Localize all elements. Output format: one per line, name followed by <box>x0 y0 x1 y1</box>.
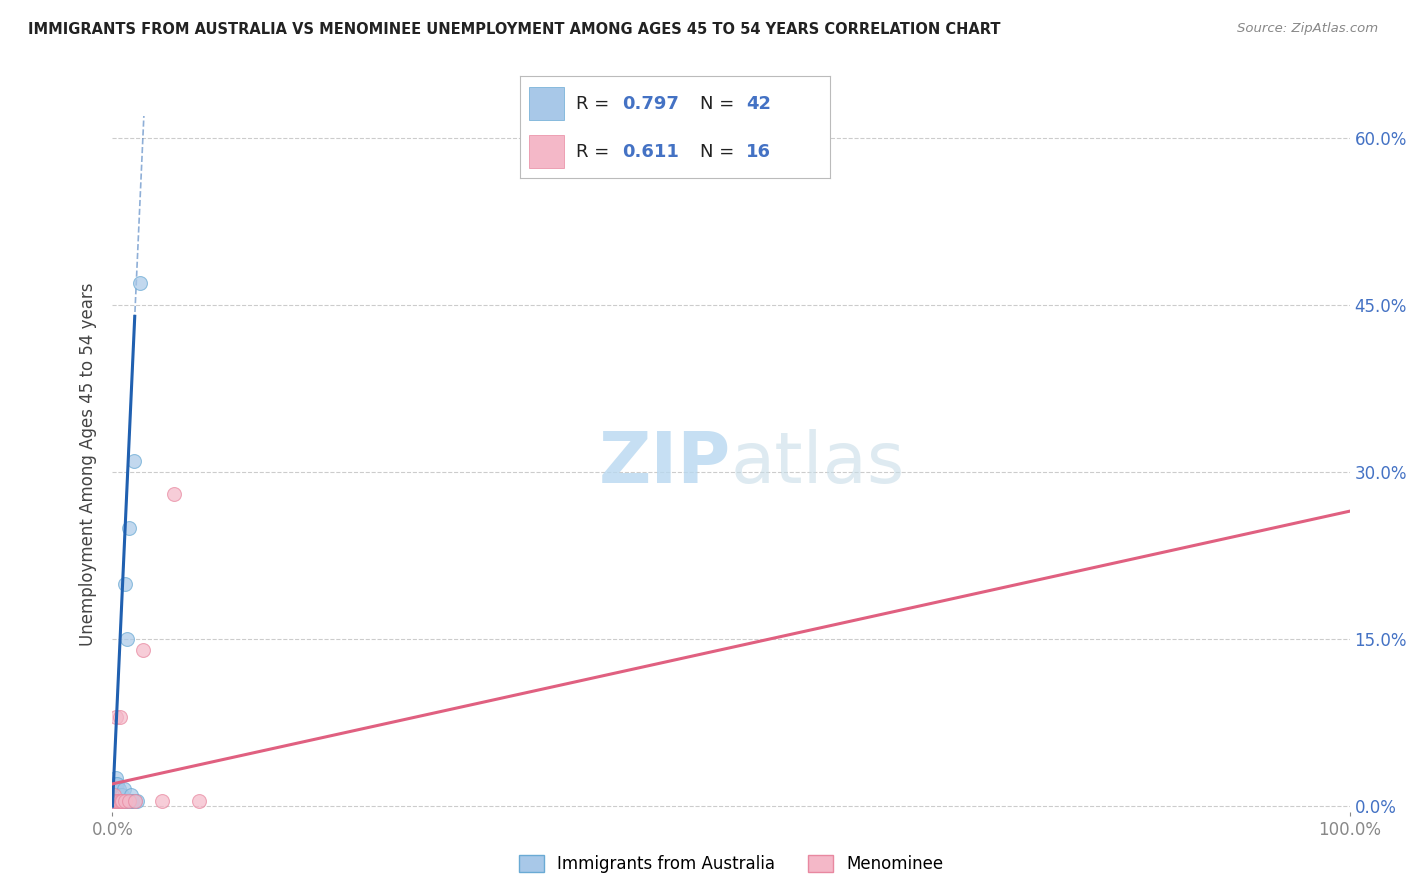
FancyBboxPatch shape <box>530 87 564 120</box>
Point <box>103 788 125 802</box>
Point <box>104 782 127 797</box>
Point <box>105 772 128 786</box>
Point <box>117 521 139 535</box>
Point <box>163 487 186 501</box>
Point <box>104 788 127 802</box>
Point <box>112 794 135 808</box>
Point <box>127 794 149 808</box>
Point <box>115 794 138 808</box>
Point <box>103 788 125 802</box>
Text: ZIP: ZIP <box>599 429 731 499</box>
Point <box>124 794 146 808</box>
Point <box>128 276 150 290</box>
Point <box>107 788 129 802</box>
Legend: Immigrants from Australia, Menominee: Immigrants from Australia, Menominee <box>512 848 950 880</box>
Y-axis label: Unemployment Among Ages 45 to 54 years: Unemployment Among Ages 45 to 54 years <box>79 282 97 646</box>
Point <box>124 794 146 808</box>
Point <box>114 794 136 808</box>
Point <box>110 788 132 802</box>
Point <box>107 794 129 808</box>
Point <box>103 777 125 791</box>
Point <box>112 782 135 797</box>
Text: N =: N = <box>700 95 740 112</box>
Text: Source: ZipAtlas.com: Source: ZipAtlas.com <box>1237 22 1378 36</box>
FancyBboxPatch shape <box>530 136 564 168</box>
Point <box>188 794 211 808</box>
Point <box>107 794 129 808</box>
Point <box>108 788 131 802</box>
Point <box>107 794 129 808</box>
Point <box>107 777 129 791</box>
Text: 0.611: 0.611 <box>623 143 679 161</box>
Point <box>107 788 129 802</box>
Text: 0.797: 0.797 <box>623 95 679 112</box>
Point <box>105 710 128 724</box>
Text: N =: N = <box>700 143 740 161</box>
Point <box>117 794 139 808</box>
Point <box>114 576 136 591</box>
Point <box>103 794 125 808</box>
Point <box>104 794 127 808</box>
Point <box>107 794 129 808</box>
Point <box>150 794 173 808</box>
Point <box>105 788 128 802</box>
Point <box>108 794 131 808</box>
Point <box>105 794 128 808</box>
Text: atlas: atlas <box>731 429 905 499</box>
Point <box>111 794 134 808</box>
Point <box>107 782 129 797</box>
Point <box>103 794 125 808</box>
Point <box>114 794 136 808</box>
Point <box>111 794 134 808</box>
Point <box>101 794 124 808</box>
Point <box>120 794 142 808</box>
Point <box>110 794 132 808</box>
Point <box>117 632 139 647</box>
Point <box>103 782 125 797</box>
Point <box>117 794 139 808</box>
Point <box>108 710 131 724</box>
Point <box>105 777 128 791</box>
Point <box>111 788 134 802</box>
Text: R =: R = <box>576 95 614 112</box>
Text: IMMIGRANTS FROM AUSTRALIA VS MENOMINEE UNEMPLOYMENT AMONG AGES 45 TO 54 YEARS CO: IMMIGRANTS FROM AUSTRALIA VS MENOMINEE U… <box>28 22 1001 37</box>
Point <box>110 794 132 808</box>
Text: 16: 16 <box>747 143 770 161</box>
Point <box>104 777 127 791</box>
Text: R =: R = <box>576 143 614 161</box>
Point <box>104 794 127 808</box>
Point <box>132 643 155 657</box>
Point <box>117 794 139 808</box>
Text: 42: 42 <box>747 95 770 112</box>
Point <box>122 454 145 468</box>
Point <box>121 794 143 808</box>
Point <box>105 782 128 797</box>
Point <box>120 788 142 802</box>
